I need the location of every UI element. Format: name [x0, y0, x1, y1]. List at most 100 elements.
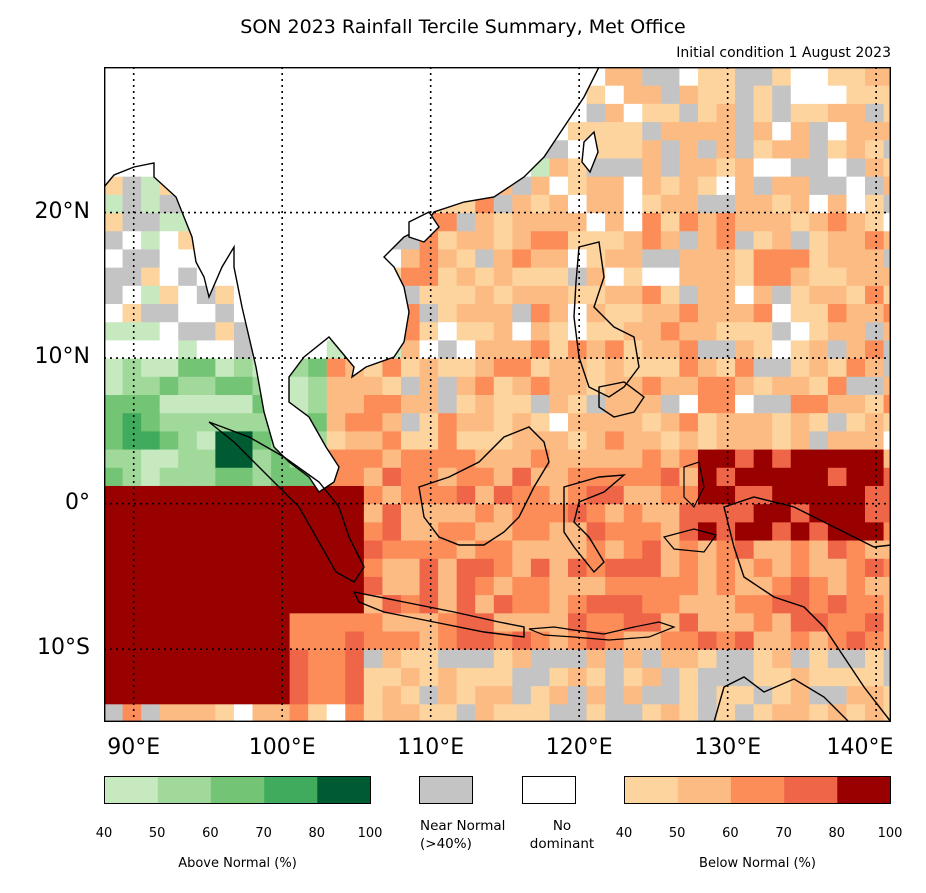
tercile-cell — [790, 139, 810, 159]
tercile-cell — [883, 503, 891, 523]
tercile-cell — [605, 612, 625, 632]
tercile-cell — [790, 285, 810, 305]
tercile-cell — [716, 485, 736, 505]
tercile-cell — [159, 449, 179, 468]
tercile-cell — [530, 394, 550, 414]
tercile-cell — [141, 594, 161, 614]
tercile-cell — [809, 430, 829, 450]
above-normal-colorbar — [104, 776, 371, 804]
tercile-cell — [141, 394, 161, 414]
tercile-cell — [549, 430, 569, 450]
tercile-cell — [753, 594, 773, 614]
map-frame — [104, 67, 891, 722]
tercile-cell — [178, 248, 198, 268]
tercile-cell — [735, 649, 755, 668]
tercile-cell — [122, 467, 142, 486]
tercile-cell — [660, 685, 680, 705]
tercile-cell — [605, 230, 625, 250]
tercile-cell — [883, 594, 891, 614]
tercile-cell — [679, 612, 699, 632]
tercile-cell — [735, 176, 755, 195]
tercile-cell — [697, 412, 718, 432]
tercile-cell — [697, 85, 718, 104]
tercile-cell — [697, 685, 718, 705]
tercile-cell — [252, 503, 272, 523]
tercile-cell — [623, 67, 643, 86]
tercile-cell — [438, 485, 458, 505]
tercile-cell — [419, 339, 439, 359]
tercile-cell — [883, 267, 891, 286]
tercile-cell — [642, 358, 662, 377]
tercile-cell — [809, 521, 829, 541]
tercile-cell — [104, 594, 124, 614]
tercile-cell — [419, 430, 439, 450]
tercile-cell — [512, 649, 532, 668]
tercile-cell — [419, 612, 439, 632]
tercile-cell — [772, 285, 792, 305]
tercile-cell — [456, 667, 476, 687]
tercile-cell — [660, 521, 680, 541]
tercile-cell — [679, 121, 699, 141]
tercile-cell — [549, 540, 569, 559]
tercile-cell — [642, 267, 662, 286]
tercile-cell — [308, 503, 328, 523]
tercile-cell — [642, 449, 662, 468]
tercile-cell — [568, 649, 588, 668]
tercile-cell — [493, 212, 513, 232]
tercile-cell — [382, 631, 402, 650]
tercile-cell — [883, 67, 891, 86]
tercile-cell — [660, 267, 680, 286]
tercile-cell — [809, 594, 829, 614]
tercile-cell — [716, 67, 736, 86]
tercile-cell — [642, 194, 662, 214]
tercile-cell — [382, 503, 402, 523]
tercile-cell — [530, 267, 550, 286]
tercile-cell — [475, 521, 495, 541]
tercile-cell — [308, 631, 328, 650]
tercile-cell — [716, 103, 736, 123]
tercile-cell — [122, 267, 142, 286]
tercile-cell — [772, 139, 792, 159]
tercile-cell — [753, 67, 773, 86]
tercile-cell — [605, 649, 625, 668]
tercile-cell — [716, 139, 736, 159]
tercile-cell — [753, 649, 773, 668]
tercile-cell — [456, 449, 476, 468]
tercile-cell — [772, 631, 792, 650]
tercile-cell — [475, 303, 495, 323]
tercile-cell — [697, 212, 718, 232]
tercile-cell — [159, 631, 179, 650]
tercile-cell — [178, 321, 198, 341]
tercile-cell — [159, 339, 179, 359]
tercile-cell — [512, 540, 532, 559]
tercile-cell — [623, 157, 643, 177]
tercile-cell — [122, 685, 142, 705]
tercile-cell — [530, 212, 550, 232]
tercile-cell — [605, 594, 625, 614]
tercile-cell — [233, 576, 253, 596]
tercile-cell — [475, 540, 495, 559]
tercile-cell — [530, 576, 550, 596]
tercile-cell — [568, 521, 588, 541]
tercile-cell — [809, 85, 829, 104]
tercile-cell — [697, 321, 718, 341]
tercile-cell — [215, 576, 235, 596]
tercile-cell — [883, 85, 891, 104]
tercile-cell — [865, 285, 885, 305]
lon-label-130e: 130°E — [694, 735, 762, 760]
tercile-cell — [772, 85, 792, 104]
tercile-cell — [382, 540, 402, 559]
tercile-cell — [716, 212, 736, 232]
tercile-cell — [419, 594, 439, 614]
tercile-cell — [846, 540, 866, 559]
tercile-cell — [159, 194, 179, 214]
tercile-cell — [865, 267, 885, 286]
tercile-cell — [104, 667, 124, 687]
tercile-cell — [178, 267, 198, 286]
tercile-cell — [549, 449, 569, 468]
tercile-cell — [623, 503, 643, 523]
near-normal-label: Near Normal (>40%) — [420, 818, 506, 852]
tercile-cell — [549, 703, 569, 722]
tercile-cell — [345, 612, 365, 632]
tercile-cell — [215, 558, 235, 577]
